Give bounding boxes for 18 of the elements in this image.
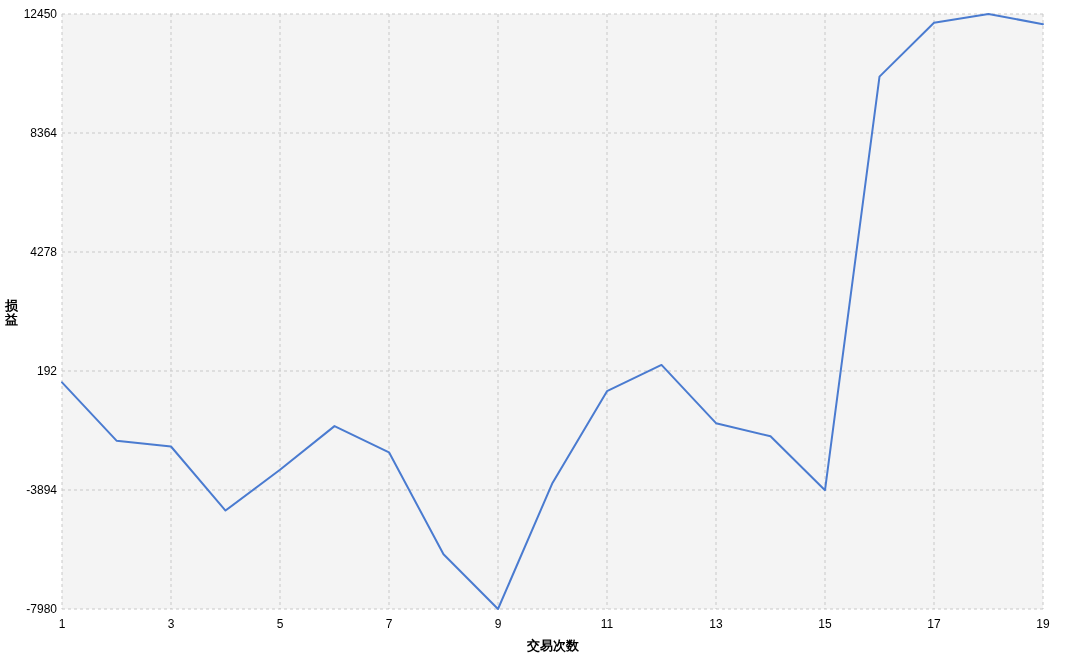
x-tick-label: 5 — [276, 617, 284, 631]
x-tick-label: 17 — [927, 617, 941, 631]
y-tick-label: -7980 — [26, 602, 58, 616]
x-tick-label: 15 — [818, 617, 832, 631]
y-tick-label: 192 — [36, 364, 58, 378]
x-tick-label: 19 — [1036, 617, 1050, 631]
x-tick-label: 9 — [494, 617, 502, 631]
y-axis-title: 损益 — [3, 297, 19, 327]
x-tick-label: 13 — [709, 617, 723, 631]
x-axis-title: 交易次数 — [525, 638, 580, 653]
y-tick-label: 12450 — [23, 7, 58, 21]
x-tick-label: 1 — [58, 617, 66, 631]
y-tick-label: 4278 — [30, 245, 58, 259]
y-tick-label: 8364 — [30, 126, 58, 140]
x-tick-label: 3 — [167, 617, 175, 631]
x-tick-label: 11 — [600, 617, 614, 631]
y-tick-label: -3894 — [26, 483, 58, 497]
x-tick-label: 7 — [385, 617, 393, 631]
